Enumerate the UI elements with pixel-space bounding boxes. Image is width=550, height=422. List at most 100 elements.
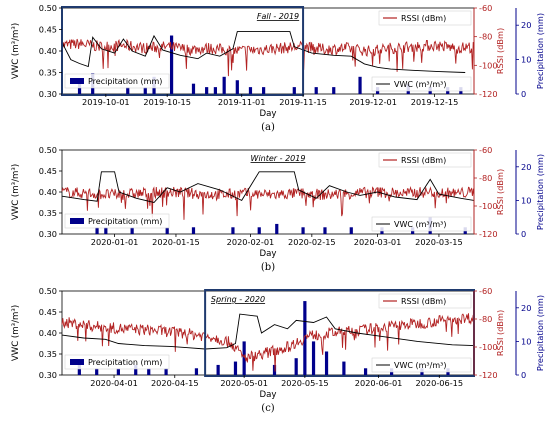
precipitation-bar — [262, 87, 266, 94]
x-tick-label: 2019-10-01 — [82, 97, 130, 107]
season-label: Spring - 2020 — [211, 295, 265, 304]
rssi-tick-label: -60 — [479, 286, 492, 296]
precipitation-bar — [130, 227, 134, 234]
x-tick-label: 2020-06-15 — [416, 378, 464, 388]
x-axis-label: Day — [260, 390, 277, 400]
x-axis-label: Day — [260, 249, 277, 259]
precipitation-bar — [292, 87, 296, 94]
precipitation-bar — [235, 80, 239, 94]
vwc-tick-label: 0.50 — [39, 3, 57, 13]
precipitation-bar — [169, 35, 174, 94]
precipitation-bar — [165, 227, 169, 234]
x-tick-label: 2020-03-01 — [354, 237, 402, 247]
precipitation-bar — [77, 364, 81, 375]
precipitation-bar — [95, 227, 99, 234]
vwc-tick-label: 0.30 — [39, 229, 57, 239]
legend-box-precip — [64, 73, 170, 89]
vwc-tick-label: 0.45 — [39, 25, 57, 35]
precipitation-bar — [323, 227, 327, 234]
precip-tick-label: 10 — [521, 336, 531, 346]
precipitation-bar — [216, 364, 220, 375]
x-tick-label: 2019-12-15 — [411, 97, 459, 107]
chart-panel-a: Fall - 2019 2019-10-01 2019-10-15 2019-11-0… — [11, 3, 545, 133]
precip-axis-label: Precipitation (mm) — [535, 154, 545, 230]
precipitation-bar — [147, 368, 151, 375]
precip-tick-label: 20 — [521, 20, 531, 30]
x-tick-label: 2020-02-01 — [227, 237, 275, 247]
x-tick-label: 2020-01-01 — [91, 237, 139, 247]
precipitation-bar — [116, 368, 120, 375]
vwc-tick-label: 0.30 — [39, 370, 57, 380]
precipitation-bar — [311, 341, 316, 375]
legend-label-rssi: RSSI (dBm) — [401, 14, 446, 23]
rssi-line — [61, 185, 475, 220]
x-tick-label: 2019-12-01 — [349, 97, 397, 107]
precip-tick-label: 0 — [521, 229, 526, 239]
vwc-tick-label: 0.50 — [39, 286, 57, 296]
vwc-tick-label: 0.45 — [39, 166, 57, 176]
vwc-tick-label: 0.40 — [39, 328, 57, 338]
precipitation-bar — [222, 76, 226, 94]
vwc-tick-label: 0.30 — [39, 89, 57, 99]
precipitation-bar — [231, 227, 235, 234]
precipitation-bar — [95, 368, 99, 375]
legend-label-precip: Precipitation (mm) — [88, 358, 162, 367]
legend-box-precip — [64, 354, 170, 370]
legend-swatch-precip — [70, 218, 84, 224]
precipitation-bar — [194, 368, 199, 375]
x-tick-label: 2020-04-01 — [90, 378, 138, 388]
precipitation-bar — [358, 76, 362, 94]
precip-tick-label: 20 — [521, 162, 531, 172]
legend-box-rssi — [378, 152, 472, 168]
x-axis-label: Day — [260, 109, 277, 119]
vwc-line — [61, 313, 475, 350]
precipitation-bar — [303, 301, 307, 375]
legend: RSSI (dBm) VWC (m³/m³) Precipitation (mm) — [64, 293, 472, 373]
precipitation-bar — [213, 87, 218, 94]
vwc-axis-label: VWC (m³/m³) — [11, 305, 21, 361]
precip-tick-label: 10 — [521, 195, 531, 205]
rssi-axis-label: RSSI (dBm) — [495, 169, 505, 215]
legend-label-vwc: VWC (m³/m³) — [394, 361, 446, 370]
x-tick-label: 2020-03-15 — [415, 237, 463, 247]
x-tick-label: 2020-05-01 — [220, 378, 268, 388]
rssi-tick-label: -100 — [479, 201, 498, 211]
vwc-tick-label: 0.50 — [39, 145, 57, 155]
x-tick-label: 2019-11-01 — [218, 97, 266, 107]
precipitation-bar — [104, 227, 108, 234]
precipitation-bar — [349, 227, 353, 234]
legend-label-rssi: RSSI (dBm) — [401, 297, 446, 306]
precipitation-bar — [191, 227, 196, 234]
vwc-axis-label: VWC (m³/m³) — [11, 164, 21, 220]
precipitation-bar — [233, 361, 238, 375]
legend-box-vwc — [371, 216, 472, 232]
precipitation-bar — [314, 87, 318, 94]
precip-tick-label: 10 — [521, 55, 531, 65]
precip-axis-label: Precipitation (mm) — [535, 13, 545, 89]
rssi-axis-label: RSSI (dBm) — [495, 28, 505, 74]
legend-box-precip — [64, 213, 170, 229]
rssi-tick-label: -80 — [479, 314, 492, 324]
rssi-line — [61, 313, 475, 372]
x-tick-label: 2019-11-15 — [279, 97, 327, 107]
precipitation-bar — [342, 361, 346, 375]
legend: RSSI (dBm) VWC (m³/m³) Precipitation (mm) — [64, 152, 472, 232]
precipitation-bar — [143, 87, 147, 94]
rssi-tick-label: -120 — [479, 370, 498, 380]
chart-panel-c: Spring - 2020 2020-04-01 2020-04-15 2020-05… — [11, 286, 545, 414]
precipitation-bar — [332, 87, 336, 94]
rssi-axis-label: RSSI (dBm) — [495, 310, 505, 356]
precipitation-bar — [126, 87, 130, 94]
legend-box-vwc — [371, 357, 472, 373]
vwc-tick-label: 0.35 — [39, 349, 57, 359]
rssi-tick-label: -60 — [479, 145, 492, 155]
precipitation-bar — [272, 364, 277, 375]
vwc-line — [61, 171, 475, 204]
precipitation-bar — [294, 358, 298, 375]
x-tick-label: 2020-04-15 — [151, 378, 199, 388]
rssi-tick-label: -100 — [479, 60, 498, 70]
rssi-tick-label: -120 — [479, 89, 498, 99]
vwc-axis-label: VWC (m³/m³) — [11, 23, 21, 79]
x-tick-label: 2020-05-15 — [281, 378, 329, 388]
chart-panel-b: Winter - 2019 2020-01-01 2020-01-15 2020-02… — [11, 145, 545, 273]
